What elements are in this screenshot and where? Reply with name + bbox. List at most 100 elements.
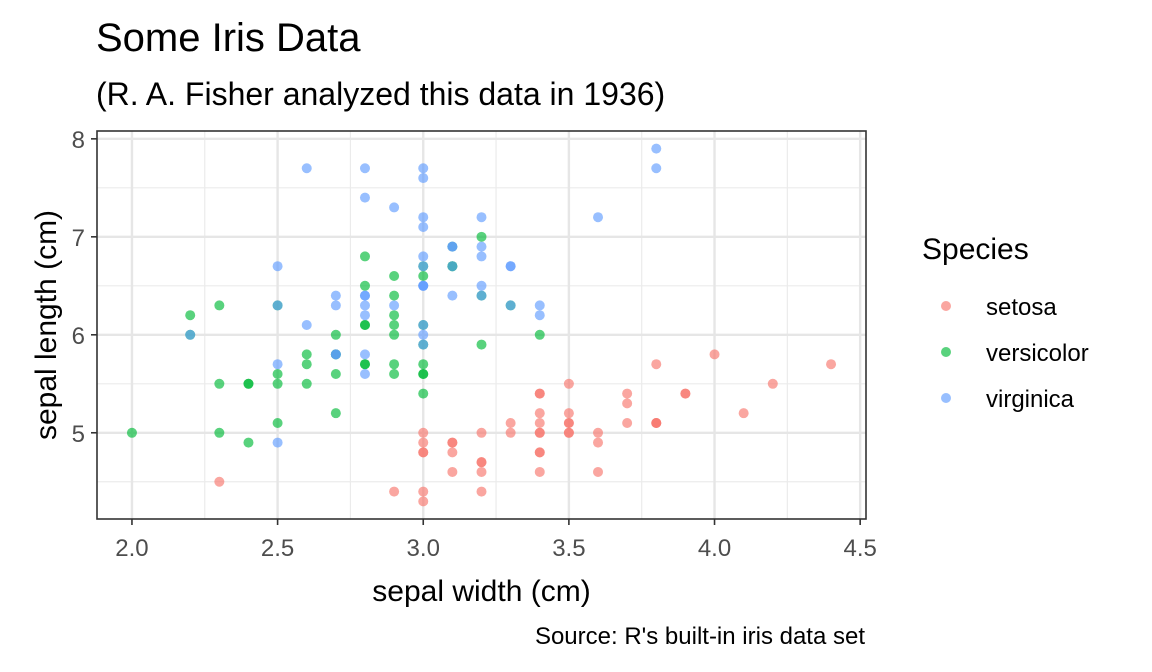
data-point-setosa [505,417,516,428]
data-point-virginica [505,300,516,311]
data-point-versicolor [301,359,312,370]
data-point-versicolor [214,300,225,311]
chart-subtitle: (R. A. Fisher analyzed this data in 1936… [96,76,666,112]
data-point-versicolor [476,231,487,242]
data-point-setosa [680,388,691,399]
data-point-virginica [418,261,429,272]
legend-label-setosa: setosa [986,294,1057,321]
data-point-versicolor [359,251,370,262]
panel-border [96,130,867,520]
data-point-setosa [447,447,458,458]
data-point-versicolor [126,427,137,438]
y-axis-title: sepal length (cm) [30,210,63,440]
data-point-setosa [563,427,574,438]
x-tick-label: 3.5 [552,535,585,562]
data-point-versicolor [418,359,429,370]
data-point-versicolor [301,378,312,389]
data-point-setosa [476,486,487,497]
data-point-virginica [389,300,400,311]
data-point-setosa [418,437,429,448]
data-point-versicolor [214,427,225,438]
data-point-virginica [359,290,370,301]
x-axis-title: sepal width (cm) [372,575,590,608]
y-tick-label: 6 [72,323,85,350]
data-point-setosa [418,496,429,507]
data-point-versicolor [389,290,400,301]
data-point-setosa [476,466,487,477]
y-tick-label: 8 [72,127,85,154]
chart-caption: Source: R's built-in iris data set [534,623,865,650]
data-point-setosa [214,476,225,487]
data-point-versicolor [389,320,400,330]
data-point-setosa [826,359,837,370]
data-point-setosa [563,378,574,389]
data-point-virginica [359,192,370,203]
data-point-setosa [593,427,604,438]
data-point-versicolor [243,378,254,389]
data-point-virginica [185,329,196,340]
data-point-virginica [330,300,341,311]
data-point-virginica [651,143,662,154]
data-point-versicolor [418,368,429,379]
data-point-setosa [622,417,633,428]
x-tick-label: 2.5 [261,535,294,562]
data-point-versicolor [272,368,283,379]
data-point-virginica [418,212,429,223]
data-point-versicolor [272,378,283,389]
data-point-setosa [418,486,429,497]
data-point-virginica [359,300,370,311]
data-point-virginica [301,320,312,330]
data-point-virginica [272,437,283,448]
data-point-setosa [563,417,574,428]
data-point-versicolor [389,271,400,282]
x-tick-label: 2.0 [115,535,148,562]
data-point-versicolor [359,320,370,330]
data-point-versicolor [185,310,196,321]
data-point-setosa [622,388,633,399]
data-point-virginica [476,212,487,223]
x-tick-label: 4.0 [698,535,731,562]
data-point-virginica [505,261,516,272]
legend-label-virginica: virginica [986,386,1075,413]
data-point-virginica [272,359,283,370]
data-point-setosa [534,447,545,458]
legend-key-versicolor [941,347,951,357]
x-tick-label: 3.0 [407,535,440,562]
data-point-setosa [651,359,662,370]
data-point-virginica [359,368,370,379]
data-point-setosa [476,427,487,438]
data-point-setosa [418,427,429,438]
data-point-virginica [476,280,487,291]
data-point-versicolor [389,359,400,370]
data-point-versicolor [389,329,400,340]
data-point-versicolor [272,417,283,428]
legend-title: Species [922,233,1029,266]
data-point-virginica [593,212,604,223]
data-point-versicolor [330,408,341,419]
data-point-setosa [622,398,633,409]
legend: Species setosa versicolor virginica [922,233,1089,413]
y-tick-label: 5 [72,421,85,448]
data-point-virginica [389,202,400,213]
data-point-virginica [359,349,370,360]
data-point-setosa [563,408,574,419]
legend-key-setosa [941,301,951,311]
data-point-setosa [651,417,662,428]
data-point-versicolor [214,378,225,389]
data-point-virginica [418,320,429,330]
data-point-setosa [738,408,749,419]
data-point-versicolor [301,349,312,360]
data-point-versicolor [418,271,429,282]
data-point-virginica [476,241,487,252]
data-point-virginica [359,163,370,174]
data-point-versicolor [418,388,429,399]
data-point-setosa [476,457,487,468]
data-point-virginica [651,163,662,174]
data-point-setosa [447,466,458,477]
data-point-setosa [534,466,545,477]
data-point-virginica [330,349,341,360]
data-point-virginica [272,261,283,272]
data-point-virginica [418,329,429,340]
data-point-virginica [534,310,545,321]
